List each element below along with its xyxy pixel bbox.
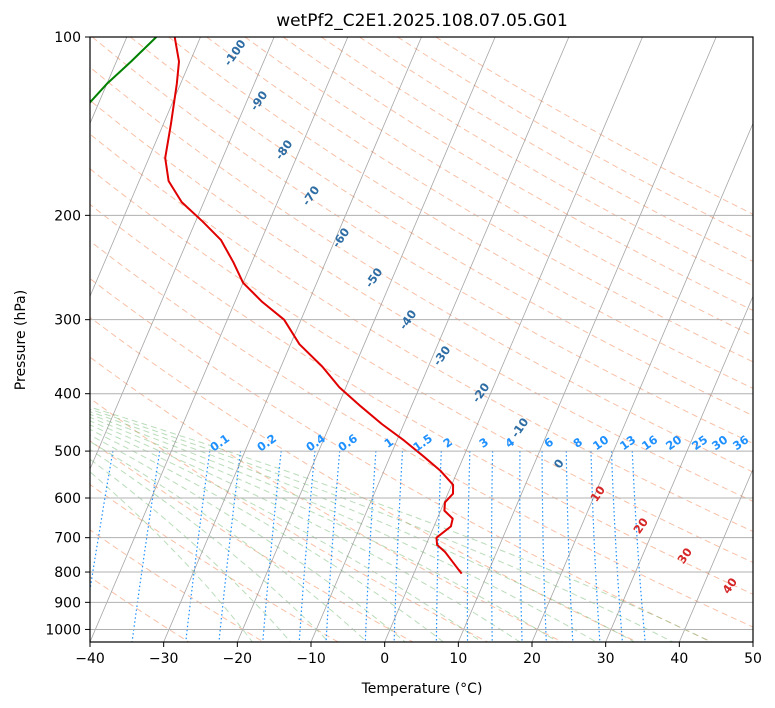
plot-area: [90, 37, 753, 642]
x-tick-label: −20: [223, 651, 253, 667]
y-axis: 100 200 300 400 500 600 700 800 900 1000: [45, 30, 90, 638]
grid-lines: [90, 37, 753, 642]
dry-adiabat-line: [90, 99, 753, 502]
mixing-ratio-line: [298, 451, 316, 642]
isotherm-line: [90, 37, 349, 642]
isotherm-line: [605, 295, 753, 642]
mixing-ratio-line: [590, 451, 601, 642]
y-tick-label: 900: [54, 595, 81, 611]
mixing-ratio-line: [541, 451, 547, 642]
dry-adiabat-line: [90, 316, 638, 642]
y-tick-label: 400: [54, 387, 81, 403]
isotherm-line: [310, 37, 570, 642]
dry-adiabat-line: [90, 483, 339, 642]
x-tick-label: 10: [449, 651, 467, 667]
x-tick-label: 40: [670, 651, 688, 667]
isotherm-line: [236, 37, 496, 642]
chart-title: wetPf2_C2E1.2025.108.07.05.G01: [276, 11, 568, 31]
mixing-ratio-line: [218, 451, 242, 642]
x-axis: −40 −30 −20 −10 0 10 20 30 40 50: [75, 642, 762, 667]
isotherm-line: [678, 468, 753, 642]
y-tick-label: 600: [54, 491, 81, 507]
x-tick-label: −40: [75, 651, 105, 667]
mixing-ratio-line: [610, 451, 623, 642]
isotherm-line: [531, 122, 753, 642]
x-tick-label: 30: [597, 651, 615, 667]
x-tick-label: −10: [296, 651, 326, 667]
dry-adiabat-line: [90, 576, 190, 642]
dry-adiabat-line: [90, 240, 753, 628]
mixing-ratio-line: [364, 451, 377, 642]
sounding-curves: [90, 37, 463, 575]
isotherm-line: [90, 37, 201, 298]
x-tick-label: 0: [380, 651, 389, 667]
temperature-profile: [164, 37, 463, 575]
mixing-ratio-line: [466, 451, 471, 642]
isotherm-line: [384, 37, 643, 642]
isotherm-line: [163, 37, 422, 642]
y-tick-label: 800: [54, 565, 81, 581]
dry-adiabat-line: [90, 278, 712, 642]
x-tick-label: 20: [523, 651, 541, 667]
y-tick-label: 1000: [45, 622, 81, 638]
dry-adiabat-line: [90, 203, 753, 595]
y-tick-label: 300: [54, 313, 81, 329]
dry-adiabat-line: [90, 356, 563, 642]
x-tick-label: −30: [149, 651, 179, 667]
mixing-ratio-line: [325, 451, 341, 642]
mixing-ratio-line: [185, 451, 211, 642]
y-tick-label: 200: [54, 208, 81, 224]
y-tick-label: 700: [54, 531, 81, 547]
mixing-ratio-line: [435, 451, 442, 642]
plot-frame: [89, 36, 754, 643]
mixing-ratio-line: [131, 451, 161, 642]
isotherm-line: [90, 37, 275, 471]
x-axis-label: Temperature (°C): [361, 681, 483, 697]
mixing-ratio-line: [519, 451, 523, 642]
y-tick-label: 500: [54, 444, 81, 460]
mixing-ratio-line: [393, 451, 404, 642]
mixing-ratio-line: [262, 451, 282, 642]
mixing-ratio-line: [565, 451, 574, 642]
y-axis-label: Pressure (hPa): [13, 290, 29, 390]
y-tick-label: 100: [54, 30, 81, 46]
isotherm-line: [457, 37, 717, 642]
x-tick-label: 50: [744, 651, 762, 667]
